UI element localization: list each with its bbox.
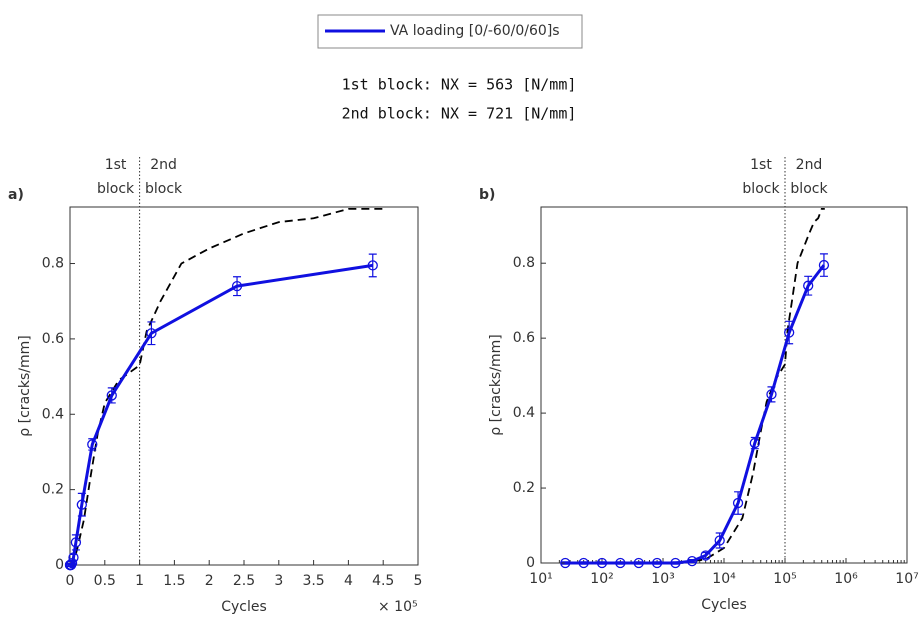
error-bar: [368, 253, 377, 278]
data-point: [732, 497, 744, 509]
x-tick-label: 10¹: [529, 571, 552, 587]
data-point: [66, 557, 78, 569]
error-bar: [734, 491, 743, 515]
x-tick-label: 0.5: [94, 573, 116, 589]
data-point: [76, 499, 87, 510]
data-point: [818, 259, 830, 271]
x-tick-label: 10²: [590, 571, 613, 587]
series-line: [565, 264, 826, 565]
data-point: [633, 557, 644, 569]
error-bar: [634, 561, 643, 565]
error-bar: [785, 320, 794, 345]
y-tick-label: 0.8: [513, 255, 535, 271]
error-bar: [233, 276, 242, 297]
y-tick-label: 0.8: [42, 256, 64, 272]
data-point: [596, 557, 608, 569]
error-bar: [653, 561, 662, 565]
data-point: [578, 557, 589, 569]
error-bar: [819, 253, 828, 277]
x-tick-label: 3.5: [302, 573, 324, 589]
legend-label: VA loading [0/-60/0/60]s: [390, 23, 560, 39]
y-tick-label: 0.6: [513, 330, 535, 346]
error-bar: [671, 561, 680, 565]
x-tick-label: 1.5: [163, 573, 185, 589]
y-tick-label: 0.2: [513, 480, 535, 496]
data-point: [766, 389, 777, 400]
data-point: [803, 280, 814, 291]
x-tick-label: 10³: [651, 571, 674, 587]
x-tick-label: 10⁶: [834, 571, 858, 587]
x-axis-label: Cycles: [701, 597, 747, 613]
error-bar: [804, 275, 813, 296]
data-point: [367, 260, 378, 271]
x-tick-label: 10⁷: [895, 571, 918, 587]
block-label: block: [790, 181, 828, 197]
data-point: [615, 557, 626, 569]
data-point: [700, 550, 711, 561]
plot-area: [540, 206, 908, 564]
plot-area: [69, 206, 419, 566]
data-point: [651, 557, 663, 569]
error-bar: [701, 551, 710, 560]
x-tick-label: 3: [274, 573, 283, 589]
data-point: [106, 390, 117, 401]
x-tick-label: 1: [135, 573, 144, 589]
data-point: [670, 557, 681, 569]
x-tick-label: 2.5: [233, 573, 255, 589]
data-point: [146, 328, 157, 339]
y-tick-label: 0.6: [42, 331, 64, 347]
error-bar: [616, 561, 625, 565]
x-tick-label: 5: [414, 573, 423, 589]
panel-label: a): [8, 187, 24, 203]
x-tick-label: 4.5: [372, 573, 394, 589]
error-bar: [598, 561, 606, 565]
data-point: [686, 555, 698, 567]
note: 2nd block: NX = 721 [N/mm]: [342, 105, 577, 123]
error-bar: [688, 559, 697, 564]
data-point: [784, 327, 795, 338]
data-point: [231, 280, 243, 292]
block-label: 1st: [105, 157, 127, 173]
error-bar: [561, 561, 570, 565]
y-tick-label: 0.4: [513, 405, 535, 421]
y-tick-label: 0: [55, 557, 64, 573]
block-label: block: [145, 181, 183, 197]
x-tick-label: 2: [205, 573, 214, 589]
note: 1st block: NX = 563 [N/mm]: [342, 76, 577, 94]
panel-label: b): [479, 187, 495, 203]
y-tick-label: 0: [526, 555, 535, 571]
data-point: [87, 439, 98, 450]
x-tick-label: 0: [66, 573, 75, 589]
y-axis-label: ρ [cracks/mm]: [17, 335, 33, 436]
error-bar: [77, 492, 86, 517]
data-point: [714, 535, 725, 546]
x-axis-label: Cycles: [221, 599, 267, 615]
block-label: block: [742, 181, 780, 197]
block-label: block: [97, 181, 135, 197]
block-label: 1st: [750, 157, 772, 173]
data-point: [560, 557, 571, 569]
block-label: 2nd: [150, 157, 177, 173]
error-bar: [750, 436, 759, 450]
data-point: [68, 552, 79, 563]
error-bar: [579, 561, 588, 565]
block-label: 2nd: [796, 157, 823, 173]
x-tick-label: 10⁴: [712, 571, 736, 587]
data-point: [70, 537, 82, 548]
x-tick-label: 4: [344, 573, 353, 589]
error-bar: [88, 438, 97, 451]
error-bar: [69, 553, 78, 562]
y-axis-label: ρ [cracks/mm]: [488, 334, 504, 435]
x-tick-label: 10⁵: [773, 571, 796, 587]
y-tick-label: 0.2: [42, 482, 64, 498]
error-bar: [147, 321, 156, 346]
x-multiplier: × 10⁵: [378, 599, 418, 615]
data-point: [749, 437, 760, 449]
y-tick-label: 0.4: [42, 406, 64, 422]
